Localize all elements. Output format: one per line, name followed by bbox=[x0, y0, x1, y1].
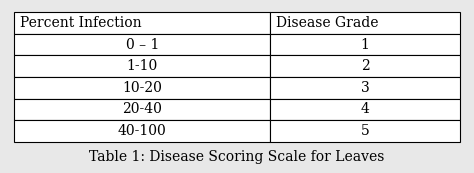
Text: 0 – 1: 0 – 1 bbox=[126, 38, 159, 52]
Bar bbox=[270, 34, 460, 55]
Text: Disease Grade: Disease Grade bbox=[276, 16, 379, 30]
Bar bbox=[270, 55, 460, 77]
Bar bbox=[14, 12, 270, 34]
Text: 5: 5 bbox=[361, 124, 369, 138]
Text: 3: 3 bbox=[361, 81, 369, 95]
Bar bbox=[270, 120, 460, 142]
Text: 1: 1 bbox=[361, 38, 370, 52]
Text: 4: 4 bbox=[361, 102, 370, 116]
Text: 10-20: 10-20 bbox=[122, 81, 162, 95]
Bar bbox=[14, 55, 270, 77]
Text: 20-40: 20-40 bbox=[122, 102, 162, 116]
Text: Table 1: Disease Scoring Scale for Leaves: Table 1: Disease Scoring Scale for Leave… bbox=[89, 151, 385, 164]
Bar bbox=[14, 99, 270, 120]
Bar bbox=[270, 99, 460, 120]
Text: 40-100: 40-100 bbox=[118, 124, 167, 138]
Bar bbox=[270, 77, 460, 99]
Bar bbox=[14, 120, 270, 142]
Bar bbox=[14, 34, 270, 55]
Text: 1-10: 1-10 bbox=[127, 59, 158, 73]
Text: Percent Infection: Percent Infection bbox=[20, 16, 142, 30]
Bar bbox=[14, 77, 270, 99]
Text: 2: 2 bbox=[361, 59, 369, 73]
Bar bbox=[270, 12, 460, 34]
